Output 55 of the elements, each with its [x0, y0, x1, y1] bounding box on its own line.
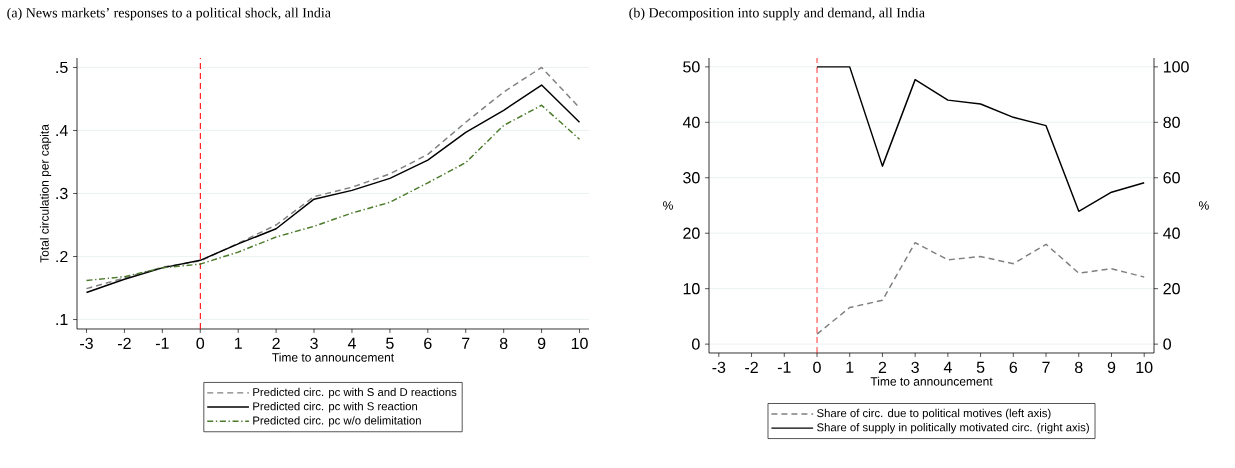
x-tick-label: 8	[1074, 361, 1083, 374]
x-tick-label: 0	[196, 337, 205, 350]
x-tick-label: -2	[745, 361, 758, 373]
y-tick-label: 20	[683, 227, 700, 239]
chart-title: (b) Decomposition into supply and demand, all India	[629, 7, 925, 21]
x-tick-label: 6	[424, 337, 432, 350]
legend-label: Predicted circ. pc w/o delimitation	[253, 416, 421, 427]
y2-tick-label: 80	[1163, 116, 1180, 128]
y-tick-label: .2	[56, 250, 68, 263]
x-tick-label: -3	[80, 337, 93, 350]
x-tick-label: 4	[347, 337, 356, 349]
x-tick-label: 7	[462, 337, 470, 349]
y-tick-label: .3	[56, 187, 68, 200]
y2-tick-label: 100	[1163, 61, 1189, 73]
x-tick-label: 10	[571, 337, 588, 350]
x-tick-label: 2	[878, 361, 887, 373]
x-tick-label: 9	[1107, 361, 1116, 374]
y-tick-label: .1	[56, 314, 68, 326]
x-axis-title: Time to announcement	[870, 376, 993, 386]
x-tick-label: 3	[911, 361, 919, 374]
x-tick-label: 6	[1009, 361, 1018, 374]
y-tick-label: .4	[56, 124, 68, 136]
x-tick-label: -3	[712, 361, 726, 374]
y2-axis-title: %	[1198, 201, 1209, 210]
x-tick-label: 1	[234, 337, 242, 349]
x-tick-label: 3	[310, 337, 318, 350]
x-tick-label: 5	[976, 361, 985, 373]
x-tick-label: 5	[386, 337, 394, 349]
x-tick-label: 9	[537, 337, 546, 350]
legend-label: Share of circ. due to political motives (left axis)	[817, 408, 1051, 420]
y2-tick-label: 20	[1163, 283, 1180, 295]
y-axis-title: Total circulation per capita	[39, 124, 52, 263]
y2-tick-label: 40	[1163, 227, 1180, 239]
x-tick-label: 0	[813, 361, 821, 374]
legend-label: Predicted circ. pc with S reaction	[253, 401, 418, 413]
legend-label: Share of supply in politically motivated circ. (right axis)	[817, 423, 1089, 434]
x-tick-label: 7	[1042, 361, 1050, 373]
chart-title: (a) News markets’ responses to a political shock, all India	[7, 7, 331, 21]
y-tick-label: 40	[682, 116, 700, 128]
y2-tick-label: 60	[1163, 172, 1180, 184]
x-tick-label: -1	[777, 361, 791, 373]
y-axis-title: %	[663, 201, 673, 210]
x-tick-label: 1	[846, 361, 854, 373]
x-tick-label: 4	[943, 361, 952, 373]
y-tick-label: 50	[683, 61, 700, 73]
y-tick-label: .5	[56, 61, 68, 74]
x-tick-label: 10	[1136, 361, 1153, 374]
x-tick-label: -1	[155, 337, 169, 349]
x-axis-title: Time to announcement	[272, 352, 395, 362]
x-tick-label: 2	[272, 337, 280, 349]
y-tick-label: 30	[683, 172, 700, 184]
legend-label: Predicted circ. pc with S and D reactions	[253, 387, 457, 399]
y-tick-label: 10	[683, 283, 700, 295]
x-tick-label: -2	[118, 337, 131, 349]
x-tick-label: 8	[499, 337, 508, 350]
